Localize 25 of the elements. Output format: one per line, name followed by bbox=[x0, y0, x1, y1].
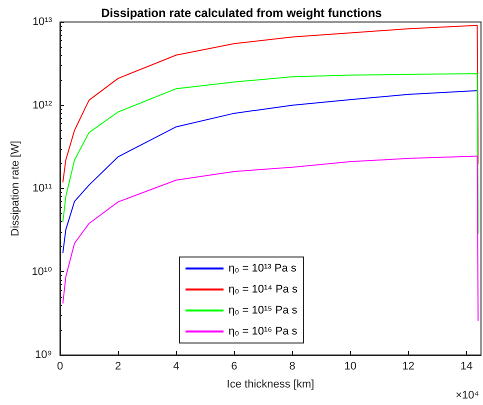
legend-label: η₀ = 10¹⁴ Pa s bbox=[228, 284, 298, 296]
x-tick-label: 14 bbox=[460, 360, 473, 372]
x-tick-label: 6 bbox=[231, 360, 238, 372]
x-tick-label: 12 bbox=[402, 360, 415, 372]
y-tick-label: 10¹² bbox=[32, 99, 52, 112]
y-tick-label: 10¹⁰ bbox=[32, 266, 53, 278]
line-series bbox=[62, 24, 479, 182]
line-series bbox=[62, 90, 478, 254]
x-tick-label: 8 bbox=[289, 360, 296, 372]
y-axis-title: Dissipation rate [W] bbox=[9, 140, 22, 236]
x-tick-label: 0 bbox=[56, 360, 64, 372]
chart-title: Dissipation rate calculated from weight functions bbox=[101, 6, 382, 20]
legend-label: η₀ = 10¹⁵ Pa s bbox=[228, 304, 298, 316]
line-series bbox=[62, 73, 479, 234]
x-axis-title: Ice thickness [km] bbox=[226, 378, 314, 390]
y-tick-label: 10¹¹ bbox=[32, 182, 52, 194]
x-tick-label: 2 bbox=[115, 360, 122, 372]
text: ×10⁴ bbox=[456, 390, 480, 402]
x-tick-label: 4 bbox=[173, 360, 180, 372]
legend-label: η₀ = 10¹⁶ Pa s bbox=[228, 326, 298, 338]
x-tick-label: 10 bbox=[344, 360, 356, 372]
legend-label: η₀ = 10¹³ Pa s bbox=[228, 262, 297, 274]
y-tick-label: 10⁹ bbox=[35, 349, 52, 361]
line-series bbox=[62, 156, 479, 321]
y-tick-label: 10¹³ bbox=[32, 16, 52, 28]
